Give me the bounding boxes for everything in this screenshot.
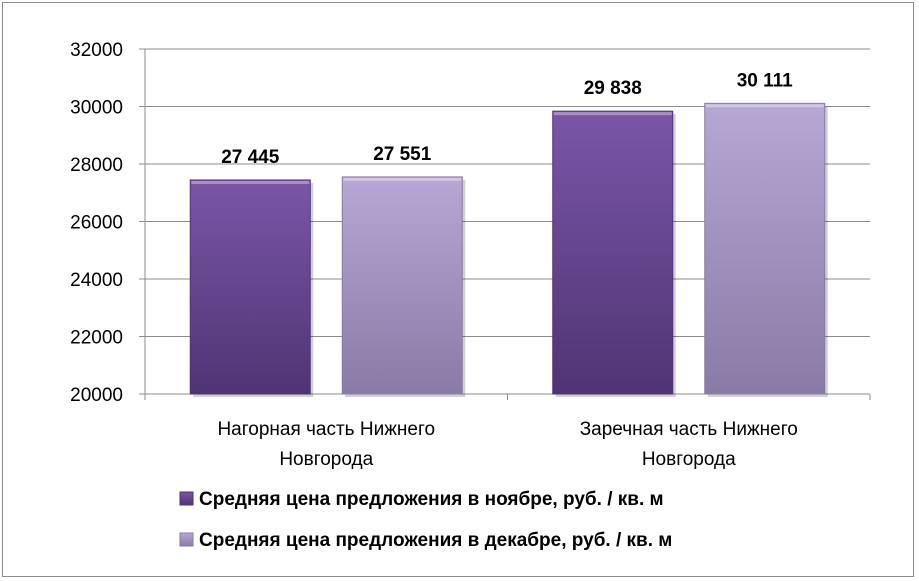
x-category-label: Заречная часть Нижнего [580, 419, 798, 440]
legend-swatch [179, 491, 194, 506]
y-tick-label: 20000 [70, 385, 123, 406]
y-tick-label: 30000 [70, 98, 123, 119]
legend-swatch [179, 532, 194, 547]
x-axis-categories: Нагорная часть Нижнего Новгорода Заречная … [217, 419, 797, 470]
data-label: 27 551 [373, 144, 432, 165]
x-category-label: Нагорная часть Нижнего [217, 419, 435, 440]
y-tick-label: 22000 [70, 328, 123, 349]
legend-label: Средняя цена предложения в декабре, руб.… [199, 530, 672, 551]
bar-highlight [705, 104, 824, 108]
legend: Средняя цена предложения в ноябре, руб. … [179, 489, 672, 551]
data-label: 27 445 [221, 147, 280, 168]
bar-highlight [553, 112, 672, 116]
y-tick-label: 28000 [70, 155, 123, 176]
bar [189, 179, 311, 395]
data-label: 30 111 [737, 70, 793, 91]
legend-label: Средняя цена предложения в ноябре, руб. … [199, 489, 664, 510]
y-tick-label: 26000 [70, 213, 123, 234]
bar [341, 176, 463, 395]
x-category-label: Новгорода [279, 449, 373, 470]
bar-highlight [191, 180, 310, 184]
bar-highlight [343, 177, 462, 181]
data-label: 29 838 [584, 78, 642, 99]
y-tick-label: 24000 [70, 270, 123, 291]
y-axis-ticks: 20000 22000 24000 26000 28000 30000 32000 [70, 40, 123, 406]
bars [189, 102, 828, 397]
x-category-label: Новгорода [642, 449, 736, 470]
bar [704, 102, 826, 395]
y-tick-label: 32000 [70, 40, 123, 61]
bar [552, 110, 674, 395]
data-labels: 27 445 27 551 29 838 30 111 [221, 70, 793, 168]
